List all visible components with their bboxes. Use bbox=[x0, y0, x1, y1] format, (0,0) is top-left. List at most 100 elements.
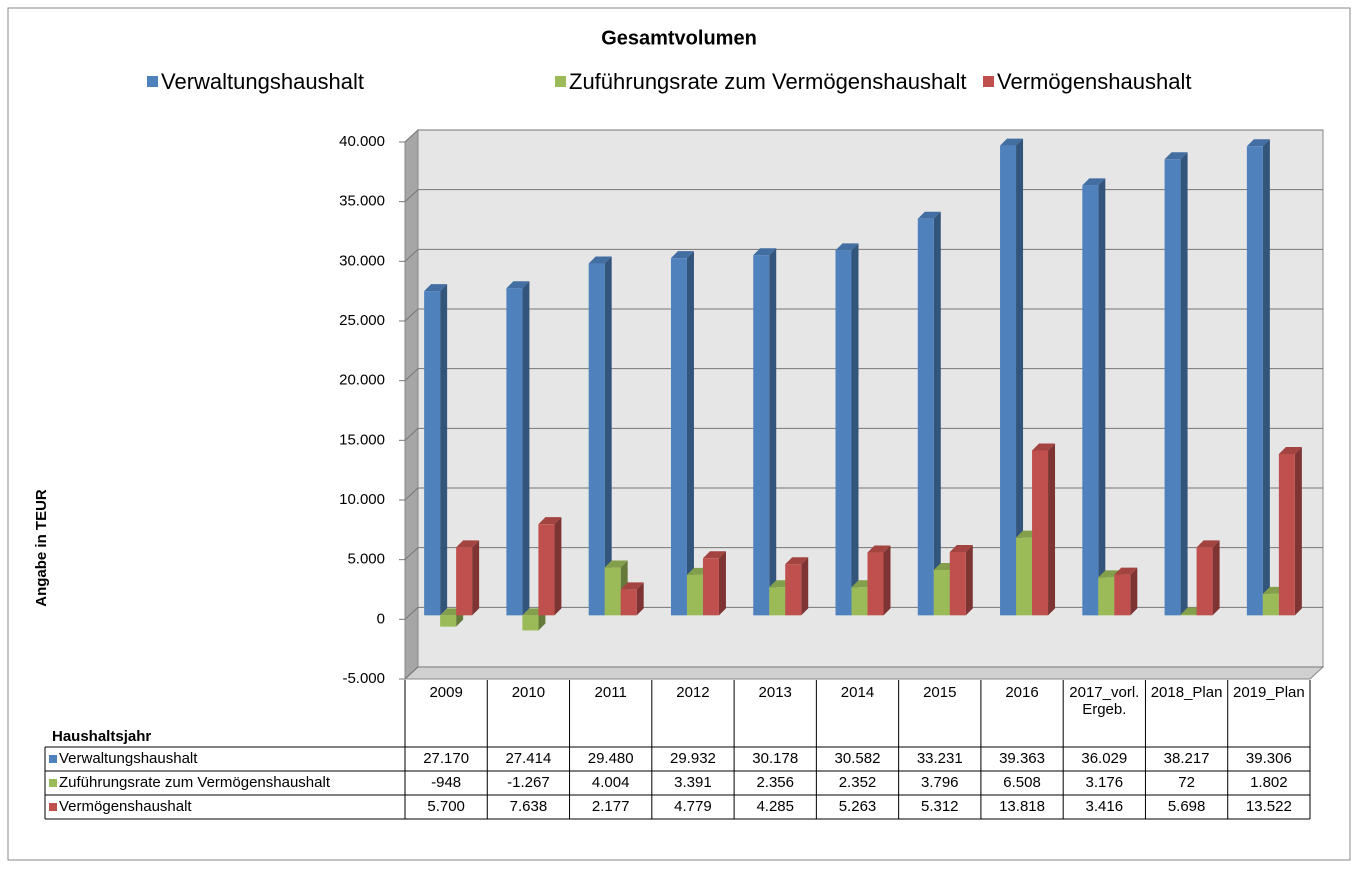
table-cell: 6.508 bbox=[1003, 774, 1041, 791]
table-cell: 2.352 bbox=[839, 774, 877, 791]
bar bbox=[456, 547, 473, 616]
bar-side bbox=[1262, 139, 1270, 616]
bar-side bbox=[1098, 178, 1106, 616]
bar bbox=[1278, 453, 1295, 616]
bar-side bbox=[801, 557, 809, 616]
x-tick-label: 2009 bbox=[429, 684, 463, 701]
bar bbox=[686, 574, 703, 616]
table-cell: 5.698 bbox=[1168, 798, 1206, 815]
table-cell: 3.176 bbox=[1086, 774, 1124, 791]
table-cell: 2.177 bbox=[592, 798, 630, 815]
table-row-label: Zuführungsrate zum Vermögenshaushalt bbox=[59, 774, 331, 791]
table-cell: 30.582 bbox=[835, 750, 881, 767]
y-tick-label: 40.000 bbox=[339, 133, 385, 150]
bar bbox=[785, 564, 802, 616]
bar bbox=[1180, 614, 1197, 616]
table-cell: 13.522 bbox=[1246, 798, 1292, 815]
bar-top bbox=[785, 557, 809, 565]
y-tick-label: 30.000 bbox=[339, 252, 385, 269]
legend-label: Verwaltungshaushalt bbox=[161, 69, 364, 94]
x-tick-label: 2010 bbox=[511, 684, 546, 701]
legend-swatch bbox=[555, 76, 566, 87]
table-swatch bbox=[49, 779, 57, 787]
table-cell: 27.414 bbox=[505, 750, 551, 767]
y-tick-label: 5.000 bbox=[347, 551, 385, 568]
table-cell: 27.170 bbox=[423, 750, 469, 767]
table-cell: 5.700 bbox=[427, 798, 465, 815]
y-tick-label: 25.000 bbox=[339, 312, 385, 329]
table-row-label: Vermögenshaushalt bbox=[59, 798, 192, 815]
table-cell: 38.217 bbox=[1164, 750, 1210, 767]
bar bbox=[851, 587, 868, 616]
x-tick-label: 2014 bbox=[840, 684, 875, 701]
bar-top bbox=[1114, 567, 1138, 575]
bar-top bbox=[917, 211, 941, 219]
bar bbox=[1262, 593, 1279, 616]
bar bbox=[867, 552, 884, 616]
table-cell: 5.312 bbox=[921, 798, 959, 815]
x-tick-label: 2018_Plan bbox=[1150, 684, 1223, 701]
bar bbox=[506, 288, 523, 616]
bar bbox=[620, 589, 637, 616]
floor bbox=[403, 666, 1325, 680]
table-cell: 33.231 bbox=[917, 750, 963, 767]
bar-side bbox=[604, 256, 612, 616]
bar bbox=[933, 570, 950, 616]
bar-side bbox=[965, 544, 973, 616]
bar bbox=[670, 258, 687, 616]
bar-side bbox=[769, 248, 777, 616]
table-cell: 7.638 bbox=[510, 798, 548, 815]
bar-side bbox=[1130, 567, 1138, 616]
bar bbox=[835, 250, 852, 616]
legend-label: Zuführungsrate zum Vermögenshaushalt bbox=[569, 69, 966, 94]
bar-top bbox=[588, 256, 612, 264]
side-wall bbox=[404, 128, 419, 681]
bar-top bbox=[424, 284, 448, 292]
bar bbox=[917, 218, 934, 616]
chart-title: Gesamtvolumen bbox=[601, 27, 757, 49]
bar-side bbox=[686, 251, 694, 616]
bar-top bbox=[1000, 138, 1024, 146]
bar-side bbox=[1294, 446, 1302, 616]
bar bbox=[949, 551, 966, 616]
table-cell: -1.267 bbox=[507, 774, 550, 791]
table-cell: 3.391 bbox=[674, 774, 712, 791]
bar bbox=[604, 567, 621, 616]
bar bbox=[538, 524, 555, 616]
bar-top bbox=[1032, 443, 1056, 451]
y-tick-label: 35.000 bbox=[339, 193, 385, 210]
bar bbox=[702, 558, 719, 616]
bar-top bbox=[1196, 540, 1220, 548]
bar-side bbox=[1212, 540, 1220, 616]
table-cell: 2.356 bbox=[756, 774, 794, 791]
bar-top bbox=[1278, 446, 1302, 454]
table-cell: 29.480 bbox=[588, 750, 634, 767]
bar bbox=[1098, 577, 1115, 616]
bar-side bbox=[472, 540, 480, 616]
table-cell: 39.363 bbox=[999, 750, 1045, 767]
bar bbox=[1016, 537, 1033, 616]
table-cell: 3.796 bbox=[921, 774, 959, 791]
x-tick-label: 2011 bbox=[594, 684, 627, 701]
table-cell: 3.416 bbox=[1086, 798, 1124, 815]
table-cell: 30.178 bbox=[752, 750, 798, 767]
bar bbox=[1246, 146, 1263, 616]
table-cell: 72 bbox=[1178, 774, 1195, 791]
bar-side bbox=[554, 517, 562, 616]
bar bbox=[753, 255, 770, 616]
y-tick-label: 15.000 bbox=[339, 431, 385, 448]
table-cell: 1.802 bbox=[1250, 774, 1288, 791]
table-cell: 4.285 bbox=[756, 798, 794, 815]
table-cell: 36.029 bbox=[1081, 750, 1127, 767]
table-cell: 29.932 bbox=[670, 750, 716, 767]
table-cell: 13.818 bbox=[999, 798, 1045, 815]
x-tick-label: 2017_vorl.Ergeb. bbox=[1069, 684, 1140, 718]
bar bbox=[424, 291, 441, 616]
table-swatch bbox=[49, 755, 57, 763]
bar-top bbox=[604, 560, 628, 568]
bar-top bbox=[506, 281, 530, 289]
y-tick-label: 0 bbox=[377, 610, 385, 627]
bar-top bbox=[538, 517, 562, 525]
